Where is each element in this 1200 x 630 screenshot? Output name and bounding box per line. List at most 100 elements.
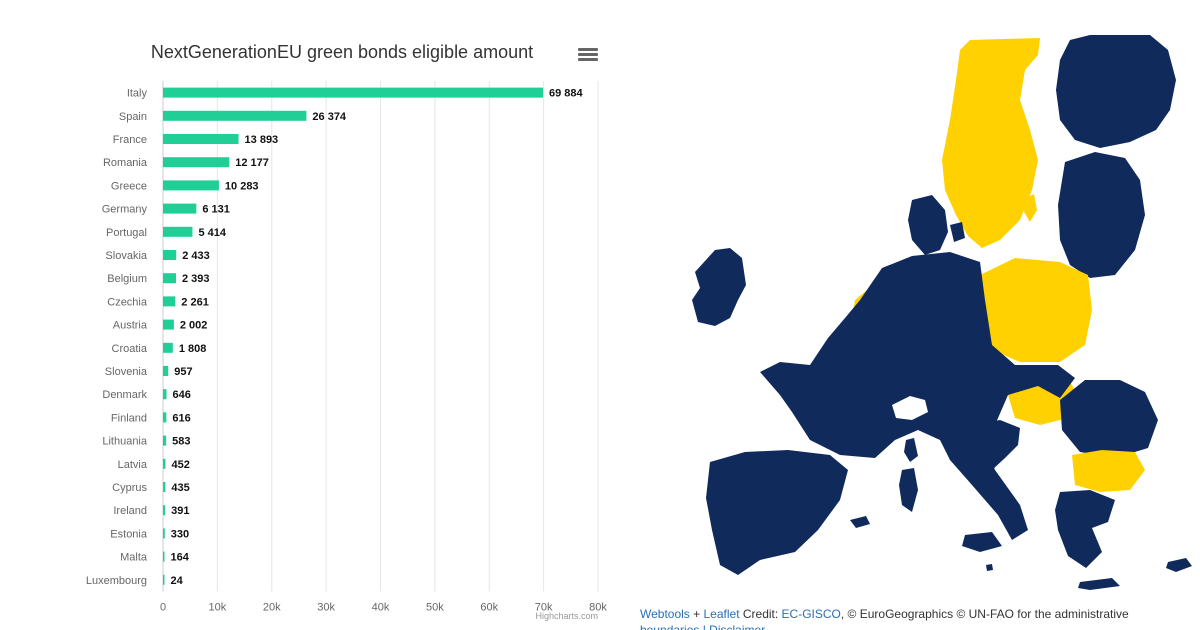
bar-czechia[interactable] [163, 296, 176, 307]
bar-romania[interactable] [163, 157, 230, 168]
eu-map-panel[interactable]: Webtools + Leaflet Credit: EC-GISCO, © E… [620, 0, 1200, 630]
bar-germany[interactable] [163, 203, 197, 214]
x-tick-label: 40k [372, 601, 390, 613]
bar-belgium[interactable] [163, 273, 177, 284]
chart-title: NextGenerationEU green bonds eligible am… [151, 42, 533, 62]
bar-france[interactable] [163, 134, 239, 144]
category-label: Estonia [110, 528, 148, 540]
bar-ireland[interactable] [163, 505, 166, 516]
map-region-sicily[interactable] [962, 532, 1002, 552]
x-tick-label: 20k [263, 601, 281, 613]
bar-finland[interactable] [163, 412, 167, 423]
data-label: 10 283 [225, 180, 259, 192]
category-label: Finland [111, 412, 147, 424]
map-region-baltics[interactable] [1058, 152, 1145, 278]
hamburger-icon-line [578, 58, 598, 61]
map-region-balearics[interactable] [850, 516, 870, 528]
data-label: 13 893 [245, 134, 279, 146]
category-label: Greece [111, 180, 147, 192]
webtools-link[interactable]: Webtools [640, 607, 690, 621]
category-label: Portugal [106, 227, 147, 239]
bar-latvia[interactable] [163, 458, 166, 469]
category-label: Spain [119, 111, 147, 123]
map-region-ireland[interactable] [692, 248, 746, 326]
bar-chart: NextGenerationEU green bonds eligible am… [86, 42, 608, 621]
credit-line-2[interactable]: boundaries | Disclaimer [640, 623, 766, 630]
category-label: France [113, 134, 147, 146]
gisco-link[interactable]: EC-GISCO [781, 607, 841, 621]
map-region-western-central-eu[interactable] [760, 252, 1075, 540]
x-tick-label: 50k [426, 601, 444, 613]
data-label: 452 [171, 459, 189, 471]
data-label: 6 131 [202, 204, 230, 216]
category-label: Slovenia [105, 366, 148, 378]
category-label: Italy [127, 88, 148, 100]
x-tick-label: 80k [589, 601, 607, 613]
bar-chart-panel: NextGenerationEU green bonds eligible am… [86, 42, 608, 621]
bar-italy[interactable] [163, 87, 543, 98]
category-label: Czechia [107, 296, 148, 308]
category-label: Luxembourg [86, 575, 147, 587]
x-tick-label: 30k [317, 601, 335, 613]
bar-cyprus[interactable] [163, 482, 166, 492]
x-tick-label: 70k [535, 601, 553, 613]
x-tick-label: 60k [480, 601, 498, 613]
bar-estonia[interactable] [163, 528, 165, 539]
data-label: 164 [171, 552, 190, 564]
x-tick-label: 10k [209, 601, 227, 613]
map-region-sardinia[interactable] [899, 468, 918, 512]
map-region-romania[interactable] [1060, 380, 1158, 458]
map-region-bulgaria[interactable] [1072, 450, 1145, 492]
bar-spain[interactable] [163, 110, 307, 121]
map-region-iberia[interactable] [706, 450, 848, 575]
map-region-poland[interactable] [978, 258, 1092, 362]
data-label: 616 [172, 412, 190, 424]
bar-austria[interactable] [163, 319, 174, 330]
category-label: Austria [113, 320, 148, 332]
bar-slovenia[interactable] [163, 366, 169, 376]
data-label: 69 884 [549, 88, 584, 100]
chart-menu-button[interactable] [578, 46, 598, 64]
data-label: 2 002 [180, 320, 208, 332]
data-label: 1 808 [179, 343, 207, 355]
category-label: Romania [103, 157, 148, 169]
x-tick-label: 0 [160, 601, 166, 613]
leaflet-link[interactable]: Leaflet [703, 607, 740, 621]
map-region-sweden[interactable] [942, 38, 1040, 248]
map-region-switzerland [892, 396, 928, 420]
credit-label: Credit: [739, 607, 782, 621]
bar-portugal[interactable] [163, 226, 193, 237]
category-label: Latvia [118, 459, 148, 471]
bar-croatia[interactable] [163, 342, 173, 353]
hamburger-icon-line [578, 53, 598, 56]
bar-malta[interactable] [163, 551, 165, 562]
credit-plus: + [689, 607, 704, 621]
map-region-denmark[interactable] [908, 195, 948, 255]
data-label: 2 433 [182, 250, 210, 262]
bar-denmark[interactable] [163, 389, 167, 400]
category-label: Belgium [107, 273, 147, 285]
map-region-cyprus[interactable] [1166, 558, 1192, 572]
map-region-finland[interactable] [1056, 35, 1176, 148]
bar-luxembourg[interactable] [163, 574, 165, 585]
map-region-croatia-slovenia[interactable] [970, 420, 1020, 470]
map-region-danish-islands[interactable] [950, 222, 965, 242]
map-region-gotland[interactable] [1024, 194, 1037, 222]
map-region-greece[interactable] [1055, 490, 1115, 568]
data-label: 12 177 [235, 157, 269, 169]
bar-lithuania[interactable] [163, 435, 167, 446]
data-label: 646 [173, 389, 191, 401]
bar-slovakia[interactable] [163, 250, 177, 260]
map-attribution: Webtools + Leaflet Credit: EC-GISCO, © E… [640, 606, 1185, 630]
category-label: Germany [102, 204, 148, 216]
eu-map[interactable] [620, 0, 1200, 600]
map-region-malta[interactable] [986, 564, 993, 571]
category-label: Lithuania [102, 436, 148, 448]
category-label: Croatia [112, 343, 148, 355]
highcharts-credit[interactable]: Highcharts.com [535, 611, 598, 621]
data-label: 957 [174, 366, 192, 378]
category-label: Ireland [113, 505, 147, 517]
map-region-crete[interactable] [1078, 578, 1120, 590]
map-region-corsica[interactable] [904, 438, 918, 462]
bar-greece[interactable] [163, 180, 219, 191]
